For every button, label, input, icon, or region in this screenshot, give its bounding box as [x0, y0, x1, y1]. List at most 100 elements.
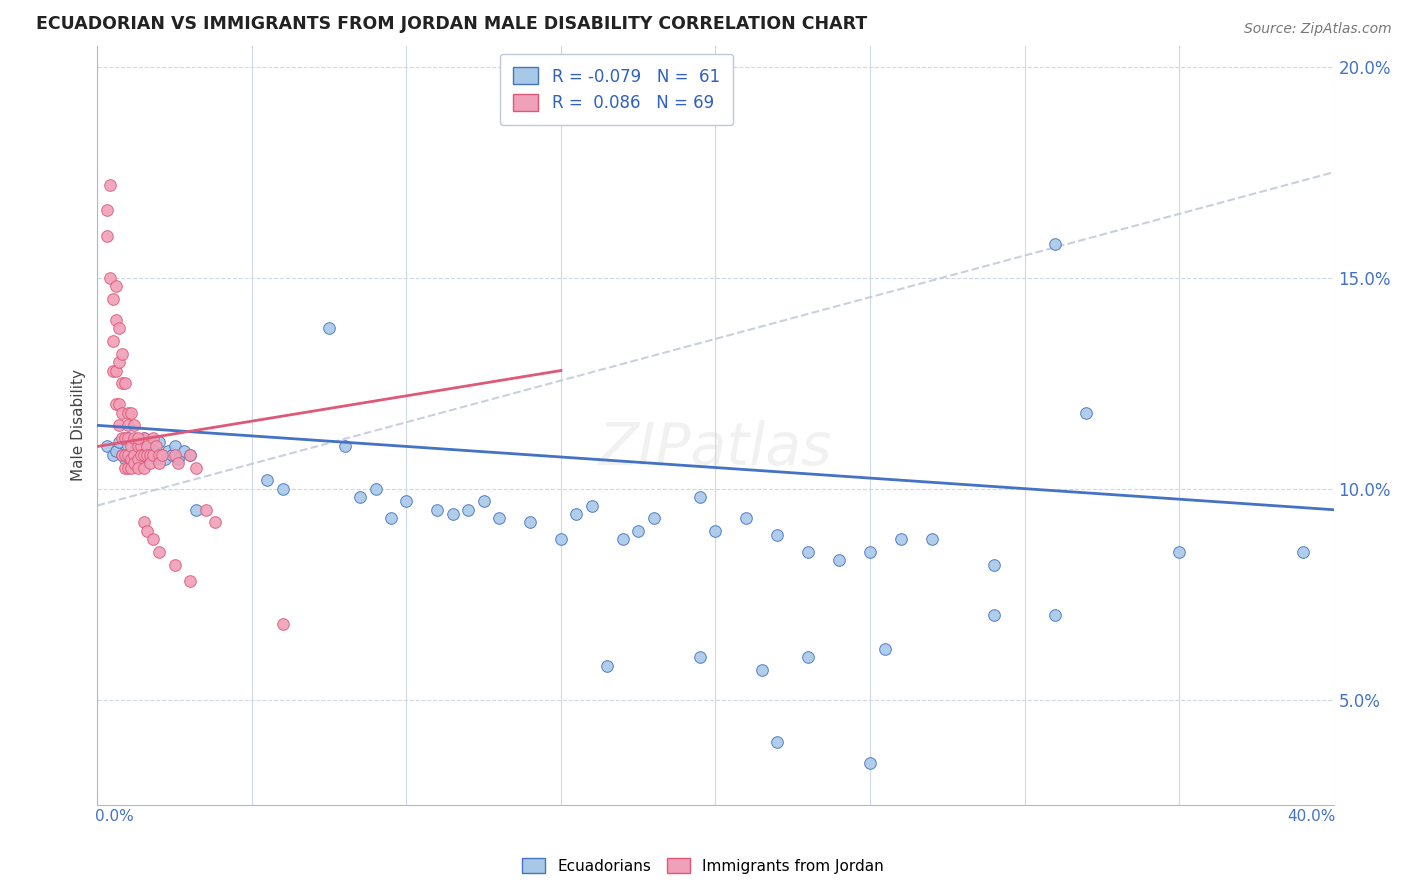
Point	[163, 558, 186, 572]
Point	[139, 440, 162, 454]
Point	[550, 533, 572, 547]
Point	[101, 292, 124, 306]
Point	[135, 448, 157, 462]
Point	[704, 524, 727, 538]
Y-axis label: Male Disability: Male Disability	[72, 369, 86, 482]
Point	[132, 431, 155, 445]
Point	[104, 397, 127, 411]
Point	[120, 452, 142, 467]
Point	[271, 482, 294, 496]
Point	[114, 431, 136, 445]
Point	[142, 533, 165, 547]
Point	[132, 460, 155, 475]
Point	[204, 516, 226, 530]
Point	[983, 558, 1005, 572]
Point	[96, 228, 118, 243]
Point	[117, 460, 139, 475]
Point	[1045, 608, 1067, 623]
Point	[129, 448, 152, 462]
Point	[179, 448, 201, 462]
Point	[104, 313, 127, 327]
Point	[132, 516, 155, 530]
Point	[104, 279, 127, 293]
Point	[101, 448, 124, 462]
Point	[117, 431, 139, 445]
Point	[117, 418, 139, 433]
Point	[318, 321, 340, 335]
Point	[186, 502, 208, 516]
Point	[148, 456, 170, 470]
Point	[875, 642, 897, 657]
Point	[186, 460, 208, 475]
Point	[101, 334, 124, 348]
Point	[111, 448, 134, 462]
Point	[148, 448, 170, 462]
Point	[135, 448, 157, 462]
Text: ZIPatlas: ZIPatlas	[599, 419, 832, 476]
Point	[828, 553, 851, 567]
Point	[983, 608, 1005, 623]
Point	[142, 443, 165, 458]
Point	[166, 452, 188, 467]
Point	[565, 507, 588, 521]
Point	[179, 448, 201, 462]
Point	[163, 448, 186, 462]
Point	[104, 363, 127, 377]
Point	[108, 418, 131, 433]
Point	[179, 574, 201, 589]
Point	[441, 507, 464, 521]
Point	[519, 516, 541, 530]
Point	[135, 524, 157, 538]
Point	[148, 545, 170, 559]
Point	[333, 440, 356, 454]
Point	[364, 482, 387, 496]
Point	[129, 456, 152, 470]
Point	[689, 490, 711, 504]
Point	[108, 355, 131, 369]
Point	[173, 443, 195, 458]
Point	[766, 735, 789, 749]
Point	[135, 440, 157, 454]
Point	[859, 545, 882, 559]
Point	[163, 440, 186, 454]
Text: Source: ZipAtlas.com: Source: ZipAtlas.com	[1244, 22, 1392, 37]
Point	[127, 452, 149, 467]
Point	[129, 440, 152, 454]
Point	[127, 460, 149, 475]
Point	[643, 511, 665, 525]
Point	[1292, 545, 1315, 559]
Point	[426, 502, 449, 516]
Point	[111, 346, 134, 360]
Point	[124, 456, 146, 470]
Point	[627, 524, 650, 538]
Point	[124, 448, 146, 462]
Point	[1045, 236, 1067, 251]
Point	[145, 440, 167, 454]
Point	[111, 431, 134, 445]
Point	[890, 533, 912, 547]
Point	[96, 440, 118, 454]
Point	[127, 431, 149, 445]
Point	[139, 456, 162, 470]
Point	[395, 494, 418, 508]
Point	[142, 431, 165, 445]
Point	[114, 452, 136, 467]
Point	[797, 545, 820, 559]
Point	[166, 456, 188, 470]
Point	[271, 616, 294, 631]
Point	[132, 448, 155, 462]
Point	[117, 431, 139, 445]
Point	[150, 448, 173, 462]
Point	[612, 533, 634, 547]
Point	[150, 448, 173, 462]
Text: ECUADORIAN VS IMMIGRANTS FROM JORDAN MALE DISABILITY CORRELATION CHART: ECUADORIAN VS IMMIGRANTS FROM JORDAN MAL…	[35, 15, 866, 33]
Text: 0.0%: 0.0%	[94, 809, 134, 824]
Point	[120, 460, 142, 475]
Point	[124, 418, 146, 433]
Point	[111, 448, 134, 462]
Point	[157, 443, 180, 458]
Point	[139, 448, 162, 462]
Point	[457, 502, 479, 516]
Point	[114, 448, 136, 462]
Point	[104, 443, 127, 458]
